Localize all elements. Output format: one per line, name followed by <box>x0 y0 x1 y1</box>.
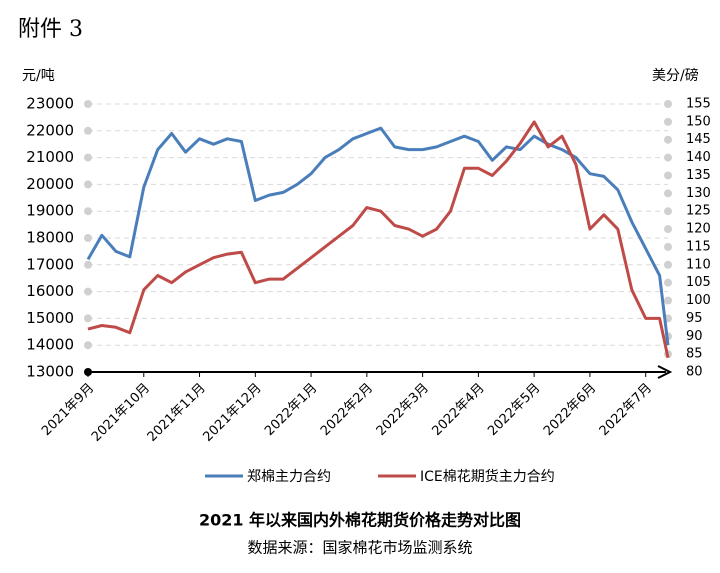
y2-tick-dot <box>664 278 672 287</box>
y2-tick-label: 80 <box>686 365 703 380</box>
y2-tick-label: 155 <box>686 97 711 112</box>
y-tick-dot <box>84 314 92 323</box>
x-tick-label: 2021年12月 <box>201 381 265 445</box>
y2-tick-dot <box>664 225 672 234</box>
x-tick-label: 2022年1月 <box>262 381 320 439</box>
x-tick-label: 2022年6月 <box>541 381 599 439</box>
y2-tick-label: 90 <box>686 329 703 344</box>
y2-tick-label: 100 <box>686 293 711 308</box>
x-tick-label: 2022年5月 <box>485 381 543 439</box>
y-tick-label: 13000 <box>26 363 74 381</box>
y2-tick-dot <box>664 296 672 305</box>
y-tick-dot <box>84 100 92 108</box>
y-tick-label: 15000 <box>26 309 74 327</box>
x-tick-label: 2021年9月 <box>39 381 97 439</box>
legend-label: ICE棉花期货主力合约 <box>420 468 555 485</box>
y2-tick-label: 85 <box>686 347 703 362</box>
y2-axis-label: 美分/磅 <box>652 67 699 84</box>
x-tick-label: 2021年11月 <box>145 381 209 445</box>
y-tick-label: 19000 <box>26 202 74 220</box>
x-tick-label: 2022年2月 <box>318 381 376 439</box>
y-tick-dot <box>84 260 92 269</box>
y-tick-label: 17000 <box>26 255 74 273</box>
y2-tick-label: 115 <box>686 239 711 254</box>
y-tick-dot <box>84 287 92 296</box>
y-tick-dot <box>84 207 92 216</box>
y-tick-dot <box>84 180 92 189</box>
series-line <box>87 120 670 359</box>
y-tick-label: 20000 <box>26 175 74 193</box>
y-tick-label: 22000 <box>26 121 74 139</box>
y-tick-dot <box>84 341 92 350</box>
y-tick-label: 16000 <box>26 282 74 300</box>
y-tick-label: 14000 <box>26 336 74 354</box>
y-tick-dot <box>84 234 92 242</box>
source: 数据来源：国家棉花市场监测系统 <box>247 539 472 557</box>
y-axis-label: 元/吨 <box>22 68 55 84</box>
chart-title: 2021 年以来国内外棉花期货价格走势对比图 <box>199 511 521 530</box>
y2-tick-dot <box>664 100 672 108</box>
y-tick-dot <box>84 126 92 135</box>
y2-tick-label: 120 <box>686 222 711 237</box>
y2-tick-dot <box>664 207 672 216</box>
y2-tick-dot <box>664 117 672 126</box>
y2-tick-label: 140 <box>686 150 711 165</box>
x-tick-label: 2022年3月 <box>374 381 432 439</box>
header: 附件 3 <box>18 17 83 42</box>
x-tick-label: 2021年10月 <box>89 381 153 445</box>
y2-tick-label: 130 <box>686 186 711 201</box>
y2-tick-dot <box>664 242 672 251</box>
y2-tick-dot <box>664 135 672 144</box>
y2-tick-label: 105 <box>686 275 711 290</box>
y2-tick-dot <box>664 171 672 180</box>
y2-tick-dot <box>664 153 672 162</box>
y2-tick-label: 125 <box>686 204 711 219</box>
y-tick-label: 18000 <box>26 229 74 247</box>
y2-tick-label: 110 <box>686 257 711 272</box>
legend-label: 郑棉主力合约 <box>247 468 331 485</box>
y2-tick-label: 135 <box>686 168 711 183</box>
y2-tick-label: 95 <box>686 311 703 326</box>
y2-tick-dot <box>664 189 672 198</box>
y2-tick-dot <box>664 260 672 269</box>
y-tick-label: 21000 <box>26 148 74 166</box>
x-tick-label: 2022年4月 <box>429 381 487 439</box>
y-tick-dot <box>84 153 92 162</box>
y2-tick-label: 150 <box>686 114 711 129</box>
y-tick-label: 23000 <box>26 95 74 113</box>
series-line <box>86 126 670 346</box>
x-axis-arrow <box>657 365 673 379</box>
y2-tick-label: 145 <box>686 132 711 147</box>
x-tick-label: 2022年7月 <box>597 381 655 439</box>
